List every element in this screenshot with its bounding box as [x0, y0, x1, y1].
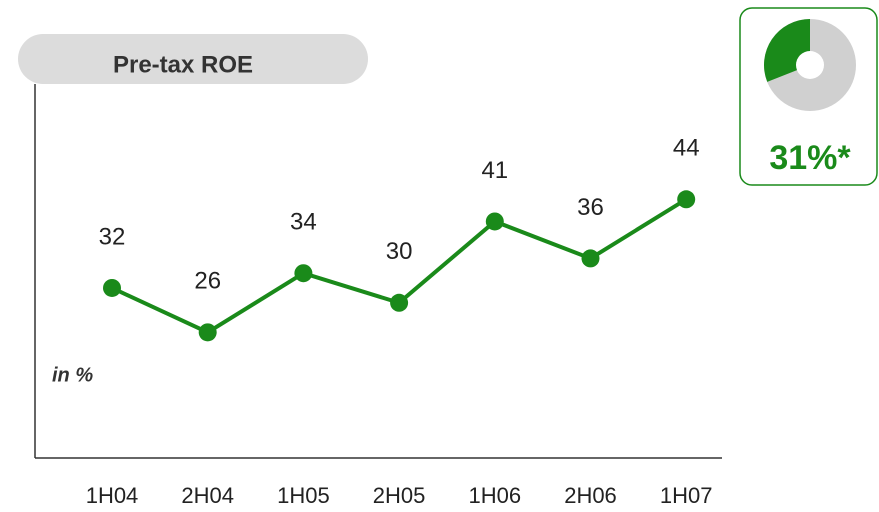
point — [198, 323, 217, 342]
value-label: 36 — [577, 194, 604, 221]
value-label: 26 — [194, 268, 221, 295]
point — [677, 190, 696, 209]
chart-title: Pre-tax ROE — [113, 51, 253, 78]
value-label: 34 — [290, 209, 317, 236]
value-label: 41 — [481, 157, 508, 184]
x-tick-label: 1H04 — [86, 483, 139, 508]
point — [485, 212, 504, 231]
x-tick-label: 1H05 — [277, 483, 330, 508]
title-pill — [18, 34, 368, 84]
x-tick-label: 2H04 — [181, 483, 234, 508]
point — [390, 293, 409, 312]
point — [581, 249, 600, 268]
value-label: 30 — [386, 238, 413, 265]
point — [103, 278, 121, 297]
x-tick-label: 2H05 — [373, 483, 426, 508]
x-tick-label: 1H07 — [660, 483, 713, 508]
value-label: 32 — [99, 223, 126, 250]
x-tick-label: 2H06 — [564, 483, 617, 508]
value-label: 44 — [673, 135, 700, 162]
kpi-hole — [796, 51, 824, 79]
point — [294, 264, 313, 283]
kpi-label: 31%* — [769, 139, 851, 177]
x-tick-label: 1H06 — [469, 483, 522, 508]
y-axis-label: in % — [52, 364, 93, 386]
